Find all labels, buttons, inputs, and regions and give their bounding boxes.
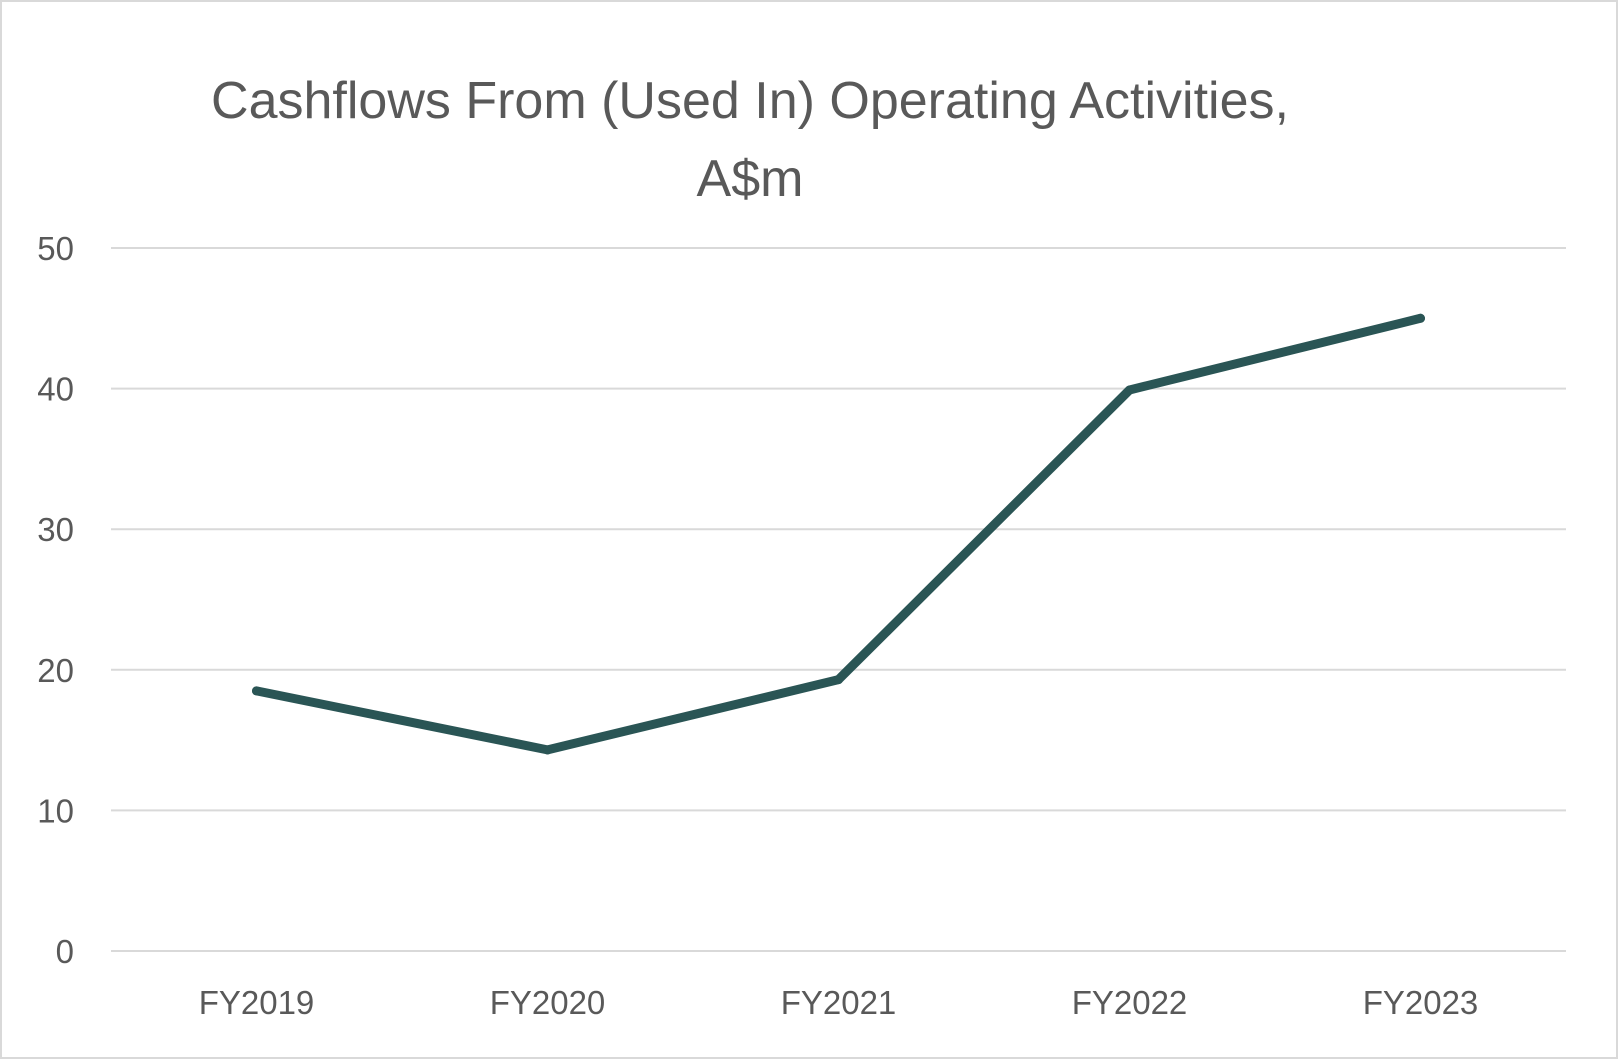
data-point-FY2019 (252, 686, 261, 696)
y-tick-label: 10 (37, 792, 74, 829)
x-tick-label: FY2019 (199, 984, 315, 1021)
x-tick-label: FY2020 (490, 984, 606, 1021)
series-line-0 (252, 313, 1425, 755)
data-point-FY2022 (1125, 385, 1134, 395)
y-tick-label: 20 (37, 652, 74, 689)
y-tick-label: 40 (37, 371, 74, 408)
data-point-FY2021 (834, 675, 843, 685)
x-tick-label: FY2023 (1363, 984, 1479, 1021)
y-tick-label: 30 (37, 511, 74, 548)
chart-title-line-1: Cashflows From (Used In) Operating Activ… (211, 72, 1289, 130)
gridlines (111, 247, 1566, 952)
y-axis-tick-labels: 0 10 20 30 40 50 (37, 230, 74, 970)
y-tick-label: 0 (56, 933, 74, 970)
x-axis-tick-labels: FY2019 FY2020 FY2021 FY2022 FY2023 (199, 984, 1479, 1021)
x-tick-label: FY2022 (1072, 984, 1188, 1021)
data-point-FY2023 (1416, 313, 1425, 323)
y-tick-label: 50 (37, 230, 74, 267)
data-point-FY2020 (543, 745, 552, 755)
chart-title: Cashflows From (Used In) Operating Activ… (60, 62, 1440, 218)
chart-title-line-2: A$m (696, 150, 804, 208)
series-layer (252, 313, 1425, 755)
x-tick-label: FY2021 (781, 984, 897, 1021)
